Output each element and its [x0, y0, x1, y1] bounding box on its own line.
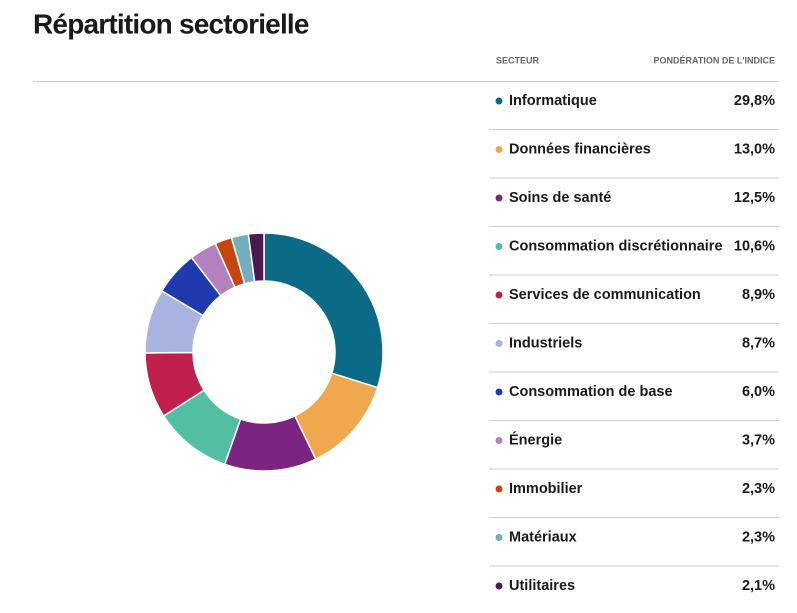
- legend-swatch: [495, 534, 503, 541]
- legend-label: Industriels: [509, 335, 582, 351]
- legend-label: Données financières: [509, 141, 651, 157]
- slice: [247, 232, 265, 283]
- value-label: 13,0%: [734, 141, 775, 157]
- legend-label: Soins de santé: [509, 190, 611, 206]
- legend-label: Énergie: [509, 431, 562, 448]
- legend-label: Matériaux: [509, 529, 577, 545]
- value-label: 10,6%: [734, 238, 775, 254]
- value-label: 12,5%: [734, 190, 775, 206]
- value-label: 2,3%: [742, 481, 775, 497]
- value-label: 3,7%: [742, 432, 775, 448]
- value-label: 29,8%: [734, 93, 775, 109]
- legend-swatch: [495, 146, 503, 153]
- legend-swatch: [495, 243, 503, 250]
- legend-swatch: [495, 582, 503, 590]
- value-label: 8,9%: [742, 287, 775, 303]
- chart-title: Répartition sectorielle: [33, 8, 309, 39]
- legend-swatch: [495, 291, 503, 299]
- legend-swatch: [495, 194, 503, 202]
- value-label: 2,1%: [742, 578, 775, 594]
- legend-label: Consommation de base: [509, 384, 673, 400]
- legend-header: SECTEUR: [496, 55, 540, 65]
- legend-label: Services de communication: [509, 287, 701, 303]
- value-label: 6,0%: [742, 384, 775, 400]
- value-label: 8,7%: [742, 335, 775, 351]
- legend-header: PONDÉRATION DE L'INDICE: [654, 55, 775, 65]
- legend-label: Immobilier: [509, 481, 583, 497]
- legend-label: Informatique: [509, 93, 597, 109]
- legend-swatch: [495, 437, 503, 444]
- legend-label: Consommation discrétionnaire: [509, 238, 723, 254]
- slice: [263, 232, 384, 389]
- legend-swatch: [495, 340, 503, 347]
- legend-swatch: [495, 97, 503, 105]
- legend-swatch: [495, 388, 503, 396]
- legend-swatch: [495, 485, 503, 493]
- legend-label: Utilitaires: [509, 578, 575, 594]
- value-label: 2,3%: [742, 529, 775, 545]
